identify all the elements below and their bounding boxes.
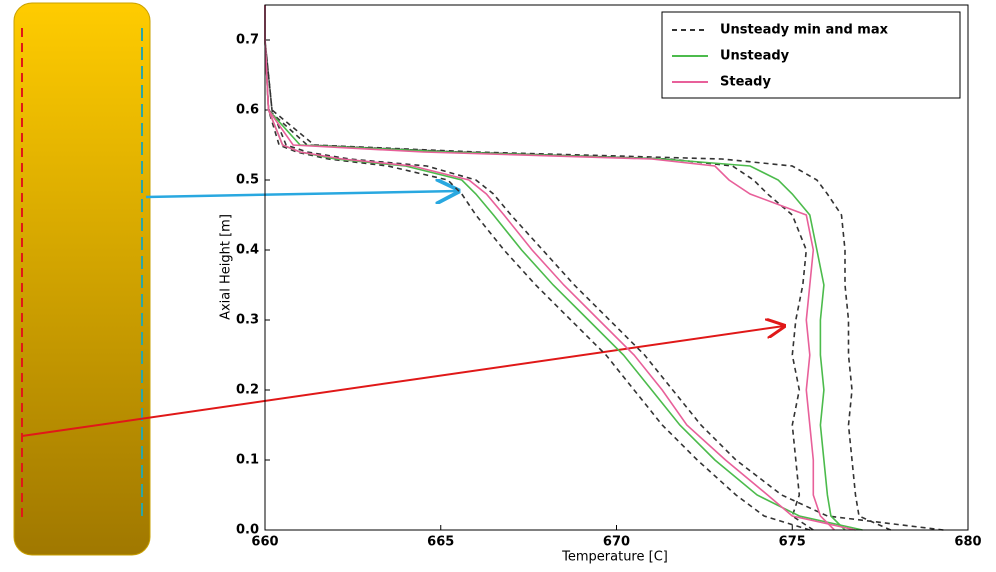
legend: Unsteady min and max Unsteady Steady: [661, 11, 961, 99]
series-line: [264, 5, 811, 531]
legend-label: Unsteady min and max: [720, 23, 889, 38]
rod: [13, 2, 151, 556]
series-line: [264, 5, 944, 531]
series-line: [264, 5, 856, 531]
x-tick-label: 680: [954, 535, 981, 550]
legend-label: Steady: [720, 75, 771, 90]
x-tick-label: 660: [251, 535, 278, 550]
blue-arrow: [145, 191, 458, 197]
x-axis-label: Temperature [C]: [561, 550, 668, 565]
y-axis-label: Axial Height [m]: [219, 214, 234, 320]
y-tick-label: 0.6: [236, 103, 259, 118]
y-tick-label: 0.1: [236, 453, 259, 468]
y-tick-label: 0.0: [236, 523, 259, 538]
plot: 660 665 670 675 680 0.0 0.1 0.2 0.3 0.4 0.5 0.6 0.7 U…: [236, 5, 982, 550]
plot-frame: [264, 4, 969, 531]
y-tick-label: 0.3: [236, 313, 259, 328]
y-tick-label: 0.4: [236, 243, 259, 258]
series-line: [264, 5, 835, 531]
x-tick-label: 675: [779, 535, 806, 550]
x-tick-label: 665: [427, 535, 454, 550]
y-tick-label: 0.7: [236, 33, 259, 48]
y-tick-label: 0.2: [236, 383, 259, 398]
red-arrow: [21, 326, 784, 437]
y-tick-label: 0.5: [236, 173, 259, 188]
legend-box: [661, 11, 961, 99]
legend-label: Unsteady: [720, 49, 790, 64]
x-tick-label: 670: [603, 535, 630, 550]
